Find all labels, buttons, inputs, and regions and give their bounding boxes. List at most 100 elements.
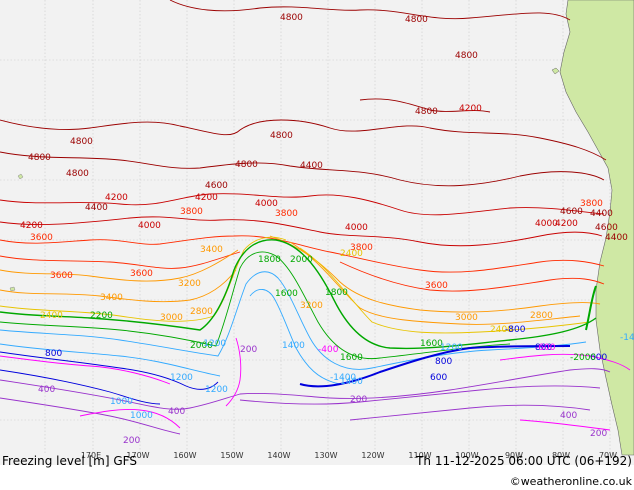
contour-label: 400 xyxy=(560,411,577,421)
longitude-tick-label: 120W xyxy=(361,451,384,460)
contour-label: 3400 xyxy=(200,245,223,255)
contour-label: -400 xyxy=(318,345,339,355)
contour-label: 4000 xyxy=(255,199,278,209)
contour-label: 3600 xyxy=(50,271,73,281)
contour-label: 3800 xyxy=(275,209,298,219)
contour-label: 3600 xyxy=(425,281,448,291)
contour-label: 4800 xyxy=(28,153,51,163)
contour-label: 4800 xyxy=(66,169,89,179)
contour-label: 600 xyxy=(590,353,607,363)
contour-label: 400 xyxy=(38,385,55,395)
contour-label: 200 xyxy=(123,436,140,446)
credit-link[interactable]: ©weatheronline.co.uk xyxy=(510,475,633,488)
longitude-tick-label: 90W xyxy=(505,451,523,460)
contour-label: 2000 xyxy=(290,255,313,265)
contour-label: 1800 xyxy=(258,255,281,265)
contour-label: 1200 xyxy=(205,385,228,395)
contour-labels: 4800 4800 4800 4800 4800 4800 4800 4800 4800 4600… xyxy=(20,13,634,446)
contour-label: 4200 xyxy=(105,193,128,203)
footer-background xyxy=(0,465,634,490)
islands-west xyxy=(9,173,24,292)
contour-label: 400 xyxy=(168,407,185,417)
contour-label: 3600 xyxy=(30,233,53,243)
contour-label: 1800 xyxy=(325,288,348,298)
contour-label: 1600 xyxy=(420,339,443,349)
longitude-tick-label: 140W xyxy=(267,451,290,460)
sea-background xyxy=(0,0,634,465)
contour-label: 2400 xyxy=(340,249,363,259)
contour-label: 3400 xyxy=(100,293,123,303)
contour-label: 3800 xyxy=(580,199,603,209)
contour-label: 4800 xyxy=(235,160,258,170)
contour-label: 4600 xyxy=(595,223,618,233)
contour-label: 4000 xyxy=(345,223,368,233)
contour-label: 4800 xyxy=(415,107,438,117)
map-title: Freezing level [m] GFS xyxy=(2,454,137,468)
contour-label: 4400 xyxy=(590,209,613,219)
contour-label: -2000 xyxy=(570,353,596,363)
contour-label: 4800 xyxy=(270,131,293,141)
contour-label: 4200 xyxy=(195,193,218,203)
longitude-tick-label: 80W xyxy=(552,451,570,460)
contour-label: 4000 xyxy=(138,221,161,231)
longitude-tick-label: 130W xyxy=(314,451,337,460)
contours xyxy=(0,0,631,435)
contour-label: 2400 xyxy=(490,325,513,335)
contour-label: 4400 xyxy=(300,161,323,171)
contour-label: 4600 xyxy=(205,181,228,191)
contour-label: 600 xyxy=(430,373,447,383)
valid-time: Th 11-12-2025 06:00 UTC (06+192) xyxy=(415,454,632,468)
longitude-tick-label: 70W xyxy=(599,451,617,460)
contour-label: 4600 xyxy=(560,207,583,217)
contour-label: 3000 xyxy=(455,313,478,323)
contour-label: 3800 xyxy=(180,207,203,217)
contour-label: 800 xyxy=(435,357,452,367)
contour-label: -800 xyxy=(505,325,526,335)
contour-label: 3600 xyxy=(130,269,153,279)
longitude-tick-label: 170W xyxy=(126,451,149,460)
contour-label: 3000 xyxy=(160,313,183,323)
contour-label: 4800 xyxy=(405,15,428,25)
contour-label: 800 xyxy=(45,349,62,359)
contour-label: -1400 xyxy=(620,333,634,343)
contour-label: 4800 xyxy=(455,51,478,61)
contour-label: 4200 xyxy=(555,219,578,229)
contour-label: 4800 xyxy=(70,137,93,147)
contour-label: 3200 xyxy=(178,279,201,289)
contour-label: 1600 xyxy=(340,353,363,363)
contour-label: 800 xyxy=(535,343,552,353)
contour-label: 1200 xyxy=(440,343,463,353)
contour-label: 4200 xyxy=(20,221,43,231)
contour-label: -600 xyxy=(535,343,556,353)
contour-label: 2800 xyxy=(530,311,553,321)
contour-label: -1400 xyxy=(330,373,356,383)
contour-label: 2800 xyxy=(190,307,213,317)
contour-label: -1200 xyxy=(200,339,226,349)
contour-label: 2400 xyxy=(40,311,63,321)
contour-label: 200 xyxy=(240,345,257,355)
galapagos-islands xyxy=(551,67,560,75)
contour-label: 3200 xyxy=(300,301,323,311)
longitude-tick-label: 160W xyxy=(173,451,196,460)
longitude-tick-label: 110W xyxy=(408,451,431,460)
contour-label: 4800 xyxy=(280,13,303,23)
contour-label: 4200 xyxy=(459,104,482,114)
contour-label: 200 xyxy=(590,429,607,439)
contour-label: 1600 xyxy=(275,289,298,299)
longitude-tick-label: 170E xyxy=(81,451,101,460)
contour-label: 1000 xyxy=(130,411,153,421)
contour-label: 4400 xyxy=(85,203,108,213)
contour-label: 2200 xyxy=(90,311,113,321)
contour-label: 1000 xyxy=(110,397,133,407)
contour-label: 1200 xyxy=(170,373,193,383)
south-america-land xyxy=(559,0,634,456)
contour-label: 1400 xyxy=(340,377,363,387)
longitude-tick-label: 100W xyxy=(455,451,478,460)
contour-label: 1400 xyxy=(282,341,305,351)
contour-label: 2000 xyxy=(190,341,213,351)
longitude-tick-label: 150W xyxy=(220,451,243,460)
contour-label: 4400 xyxy=(605,233,628,243)
longitude-ticks: 170E 170W 160W 150W 140W 130W 120W 110W 100W 90W 8… xyxy=(81,451,617,460)
contour-label: 3800 xyxy=(350,243,373,253)
